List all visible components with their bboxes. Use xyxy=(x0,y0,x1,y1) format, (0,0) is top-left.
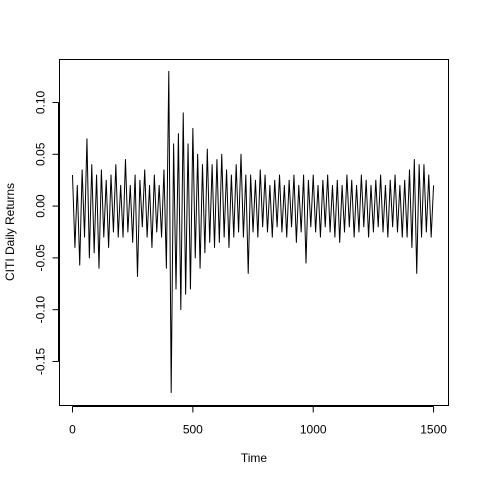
y-tick-label: 0.00 xyxy=(34,194,48,218)
x-tick-label: 500 xyxy=(183,423,203,437)
y-tick-label: -0.10 xyxy=(34,296,48,324)
x-axis-title: Time xyxy=(241,451,268,465)
y-axis-title: CITI Daily Returns xyxy=(3,183,17,281)
y-tick-label: -0.15 xyxy=(34,347,48,375)
x-tick-label: 0 xyxy=(69,423,76,437)
series-line xyxy=(72,70,435,394)
x-tick-label: 1000 xyxy=(300,423,327,437)
y-tick-label: 0.10 xyxy=(34,90,48,114)
y-tick-label: 0.05 xyxy=(34,142,48,166)
plot-box xyxy=(59,59,449,406)
x-tick-label: 1500 xyxy=(420,423,447,437)
y-tick-label: -0.05 xyxy=(34,244,48,272)
